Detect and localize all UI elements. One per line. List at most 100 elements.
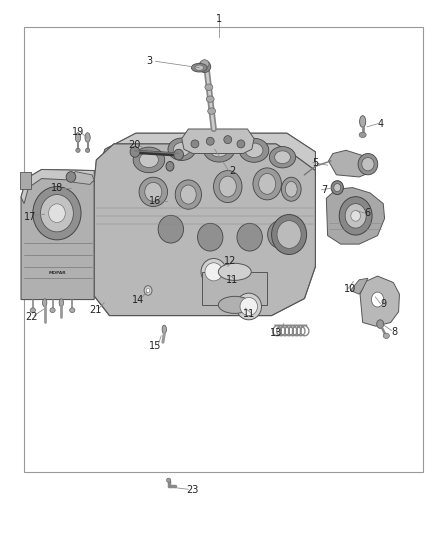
- Text: 22: 22: [25, 312, 38, 322]
- Text: 11: 11: [226, 275, 238, 285]
- Ellipse shape: [139, 152, 159, 167]
- Ellipse shape: [272, 214, 307, 255]
- Ellipse shape: [209, 142, 229, 157]
- Ellipse shape: [358, 154, 378, 175]
- Ellipse shape: [75, 133, 81, 142]
- Text: 23: 23: [187, 486, 199, 495]
- Ellipse shape: [168, 138, 195, 160]
- Ellipse shape: [174, 149, 184, 160]
- Text: 6: 6: [365, 208, 371, 218]
- Ellipse shape: [145, 182, 162, 201]
- Ellipse shape: [198, 61, 211, 72]
- Ellipse shape: [50, 308, 55, 312]
- Text: 12: 12: [224, 256, 236, 266]
- Ellipse shape: [130, 147, 140, 157]
- Ellipse shape: [218, 296, 251, 313]
- Polygon shape: [94, 133, 315, 181]
- Ellipse shape: [383, 333, 389, 338]
- Ellipse shape: [351, 211, 360, 221]
- Polygon shape: [328, 150, 374, 177]
- Ellipse shape: [166, 161, 174, 171]
- Ellipse shape: [218, 263, 251, 280]
- Ellipse shape: [85, 133, 90, 142]
- Ellipse shape: [339, 197, 372, 235]
- Polygon shape: [21, 169, 94, 204]
- Polygon shape: [350, 278, 368, 294]
- Text: 5: 5: [312, 158, 318, 167]
- Text: 20: 20: [129, 140, 141, 150]
- Ellipse shape: [175, 180, 201, 209]
- Polygon shape: [202, 272, 267, 305]
- Ellipse shape: [66, 172, 76, 182]
- Polygon shape: [360, 276, 399, 326]
- Text: 2: 2: [229, 166, 235, 175]
- Ellipse shape: [205, 263, 223, 281]
- Ellipse shape: [371, 292, 384, 307]
- Text: 8: 8: [391, 327, 397, 336]
- Polygon shape: [67, 172, 94, 184]
- Ellipse shape: [33, 187, 81, 240]
- Text: 10: 10: [344, 284, 357, 294]
- Ellipse shape: [240, 297, 258, 316]
- Ellipse shape: [166, 478, 171, 482]
- Text: 21: 21: [89, 305, 102, 315]
- Ellipse shape: [377, 320, 384, 328]
- Text: 3: 3: [146, 56, 152, 66]
- Ellipse shape: [59, 298, 64, 307]
- Text: MOPAR: MOPAR: [48, 271, 66, 275]
- Text: 9: 9: [380, 299, 386, 309]
- Polygon shape: [182, 129, 254, 154]
- Ellipse shape: [268, 221, 293, 248]
- Ellipse shape: [191, 63, 207, 72]
- Ellipse shape: [173, 142, 190, 156]
- Text: 4: 4: [378, 119, 384, 128]
- Ellipse shape: [275, 151, 290, 164]
- Ellipse shape: [236, 293, 261, 320]
- Ellipse shape: [201, 259, 226, 285]
- Ellipse shape: [85, 148, 90, 152]
- Ellipse shape: [70, 308, 75, 312]
- Text: 15: 15: [149, 342, 162, 351]
- Ellipse shape: [139, 177, 167, 207]
- Text: 14: 14: [132, 295, 144, 304]
- Ellipse shape: [146, 288, 150, 293]
- Text: 18: 18: [51, 183, 63, 192]
- Ellipse shape: [203, 136, 235, 162]
- Ellipse shape: [360, 116, 366, 127]
- Ellipse shape: [49, 204, 65, 223]
- Ellipse shape: [198, 223, 223, 251]
- Ellipse shape: [239, 139, 269, 163]
- Ellipse shape: [345, 204, 366, 228]
- Polygon shape: [94, 133, 315, 316]
- Ellipse shape: [362, 158, 374, 171]
- Ellipse shape: [286, 181, 297, 197]
- Ellipse shape: [144, 286, 152, 295]
- Ellipse shape: [331, 181, 343, 195]
- Ellipse shape: [42, 298, 47, 307]
- Ellipse shape: [180, 185, 196, 204]
- Ellipse shape: [158, 215, 184, 243]
- Ellipse shape: [205, 84, 213, 91]
- Polygon shape: [94, 144, 315, 316]
- Bar: [20, 172, 31, 189]
- Ellipse shape: [76, 148, 80, 152]
- Text: 11: 11: [243, 310, 255, 319]
- Ellipse shape: [200, 60, 209, 68]
- Ellipse shape: [195, 65, 204, 70]
- Ellipse shape: [281, 177, 301, 201]
- Ellipse shape: [162, 325, 166, 334]
- Text: 1: 1: [216, 14, 222, 23]
- Ellipse shape: [245, 143, 263, 158]
- Ellipse shape: [237, 223, 262, 251]
- Ellipse shape: [206, 96, 214, 102]
- Ellipse shape: [253, 168, 281, 200]
- Ellipse shape: [219, 176, 237, 197]
- Ellipse shape: [191, 140, 199, 148]
- Text: 16: 16: [149, 197, 162, 206]
- Ellipse shape: [237, 140, 245, 148]
- Ellipse shape: [208, 108, 215, 114]
- Text: 7: 7: [321, 185, 327, 195]
- Ellipse shape: [359, 132, 366, 138]
- Ellipse shape: [277, 221, 301, 248]
- Ellipse shape: [258, 173, 276, 195]
